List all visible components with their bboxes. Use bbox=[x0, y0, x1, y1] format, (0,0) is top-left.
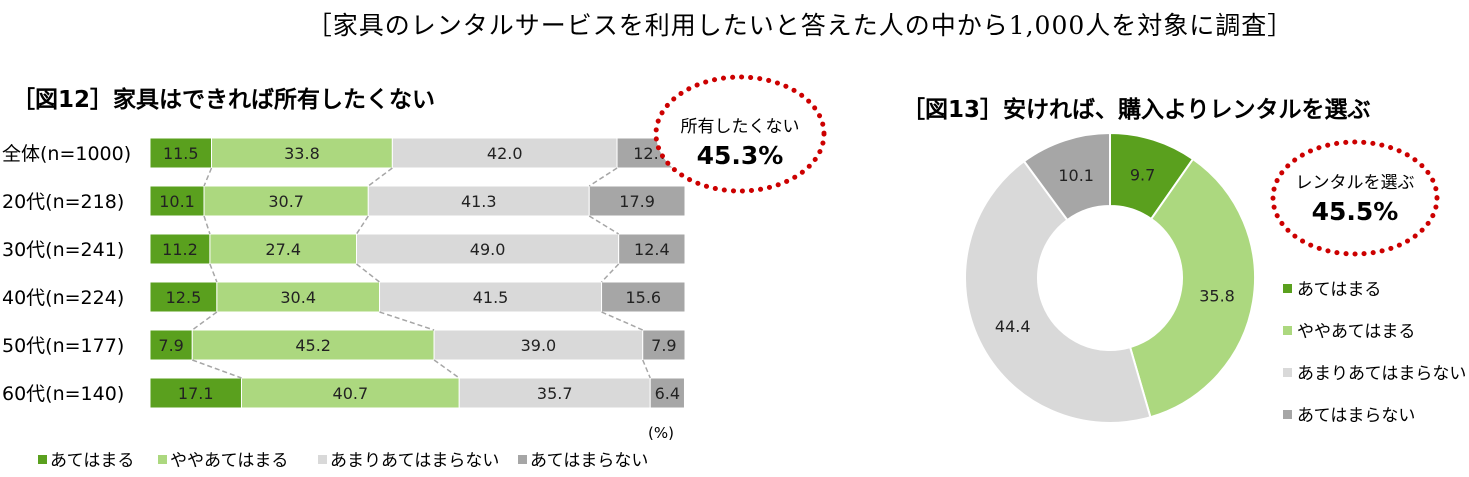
connector-line bbox=[355, 215, 369, 235]
data-label: 6.4 bbox=[655, 384, 680, 403]
pie-slice bbox=[1128, 157, 1256, 419]
data-label: 39.0 bbox=[521, 336, 557, 355]
connector-line bbox=[588, 167, 618, 187]
bar-segment bbox=[367, 185, 590, 217]
bar-segment bbox=[618, 233, 686, 265]
data-label: 42.0 bbox=[487, 144, 523, 163]
data-label: 41.3 bbox=[461, 192, 497, 211]
data-label: 17.1 bbox=[178, 384, 214, 403]
figure-12-title: ［図12］家具はできれば所有したくない bbox=[12, 87, 436, 113]
data-label: 27.4 bbox=[265, 240, 301, 259]
slice-label: 35.8 bbox=[1199, 287, 1235, 306]
connector-line bbox=[203, 167, 213, 187]
legend-swatch bbox=[1283, 368, 1292, 377]
legend-swatch bbox=[318, 455, 327, 464]
bar-segment bbox=[191, 329, 435, 361]
data-label: 30.7 bbox=[268, 192, 304, 211]
data-label: 35.7 bbox=[537, 384, 573, 403]
legend-swatch bbox=[1283, 410, 1292, 419]
legend-label: ややあてはまる bbox=[170, 451, 288, 471]
category-label: 30代(n=241) bbox=[2, 239, 124, 261]
slice-label: 9.7 bbox=[1130, 165, 1155, 184]
bar-segment bbox=[601, 281, 686, 313]
data-label: 41.5 bbox=[473, 288, 509, 307]
bar-segment bbox=[209, 233, 358, 265]
bar-segment bbox=[240, 377, 460, 409]
survey-note: ［家具のレンタルサービスを利用したいと答えた人の中から1,000人を対象に調査］ bbox=[306, 11, 1294, 40]
figure-13-title: ［図13］安ければ、購入よりレンタルを選ぶ bbox=[902, 97, 1371, 123]
legend-label: あてはまる bbox=[50, 451, 134, 471]
data-label: 7.9 bbox=[651, 336, 676, 355]
callout-label: レンタルを選ぶ bbox=[1296, 173, 1415, 193]
bar-segment bbox=[149, 185, 205, 217]
connector-line bbox=[367, 167, 393, 187]
bar-segment bbox=[642, 329, 686, 361]
connector-line bbox=[601, 311, 644, 331]
bar-segment bbox=[391, 137, 618, 169]
connector-line bbox=[588, 215, 620, 235]
bar-segment bbox=[149, 281, 218, 313]
connector-line bbox=[379, 311, 435, 331]
bar-segment bbox=[649, 377, 685, 409]
bar-segment bbox=[379, 281, 603, 313]
data-label: 7.9 bbox=[158, 336, 183, 355]
legend-label: あてはまらない bbox=[530, 451, 648, 471]
bar-segment bbox=[216, 281, 381, 313]
category-label: 50代(n=177) bbox=[2, 335, 124, 357]
data-label: 11.2 bbox=[162, 240, 198, 259]
connector-line bbox=[600, 263, 620, 283]
connector-line bbox=[642, 359, 651, 379]
legend-label: ややあてはまる bbox=[1297, 322, 1415, 342]
bar-segment bbox=[149, 377, 242, 409]
data-label: 15.6 bbox=[625, 288, 661, 307]
pie-slice bbox=[1022, 131, 1111, 222]
legend-swatch bbox=[1283, 326, 1292, 335]
data-label: 12.5 bbox=[166, 288, 202, 307]
bar-segment bbox=[149, 233, 211, 265]
legend-swatch bbox=[158, 455, 167, 464]
legend-swatch bbox=[1283, 284, 1292, 293]
callout-label: 所有したくない bbox=[681, 117, 800, 137]
legend-label: あまりあてはまらない bbox=[1297, 364, 1466, 384]
callout-bubble bbox=[653, 74, 827, 194]
slice-label: 10.1 bbox=[1058, 166, 1094, 185]
data-label: 11.5 bbox=[163, 144, 199, 163]
connector-line bbox=[209, 263, 218, 283]
connector-line bbox=[191, 311, 218, 331]
data-label: 49.0 bbox=[470, 240, 506, 259]
data-label: 40.7 bbox=[333, 384, 369, 403]
connector-line bbox=[356, 263, 380, 283]
pie-slice bbox=[964, 159, 1152, 424]
bar-segment bbox=[211, 137, 393, 169]
data-label: 12.4 bbox=[634, 240, 670, 259]
slice-label: 44.4 bbox=[995, 317, 1031, 336]
unit-label: (%) bbox=[648, 424, 674, 442]
legend-label: あまりあてはまらない bbox=[330, 451, 499, 471]
data-label: 45.2 bbox=[295, 336, 331, 355]
legend-label: あてはまらない bbox=[1297, 406, 1415, 426]
data-label: 30.4 bbox=[280, 288, 316, 307]
callout-value: 45.3% bbox=[697, 141, 784, 170]
category-label: 40代(n=224) bbox=[2, 287, 124, 309]
legend-swatch bbox=[518, 455, 527, 464]
legend-label: あてはまる bbox=[1297, 280, 1381, 300]
connector-line bbox=[192, 359, 242, 379]
category-label: 20代(n=218) bbox=[2, 191, 124, 213]
category-label: 全体(n=1000) bbox=[2, 143, 131, 165]
legend-swatch bbox=[38, 455, 47, 464]
bar-segment bbox=[203, 185, 369, 217]
category-label: 60代(n=140) bbox=[2, 383, 124, 405]
bar-segment bbox=[433, 329, 644, 361]
connector-line bbox=[433, 359, 460, 379]
callout-bubble bbox=[1270, 139, 1440, 257]
bar-segment bbox=[588, 185, 686, 217]
data-label: 17.9 bbox=[619, 192, 655, 211]
callout-value: 45.5% bbox=[1312, 197, 1399, 226]
data-label: 33.8 bbox=[284, 144, 320, 163]
data-label: 10.1 bbox=[159, 192, 195, 211]
connector-line bbox=[203, 215, 211, 235]
